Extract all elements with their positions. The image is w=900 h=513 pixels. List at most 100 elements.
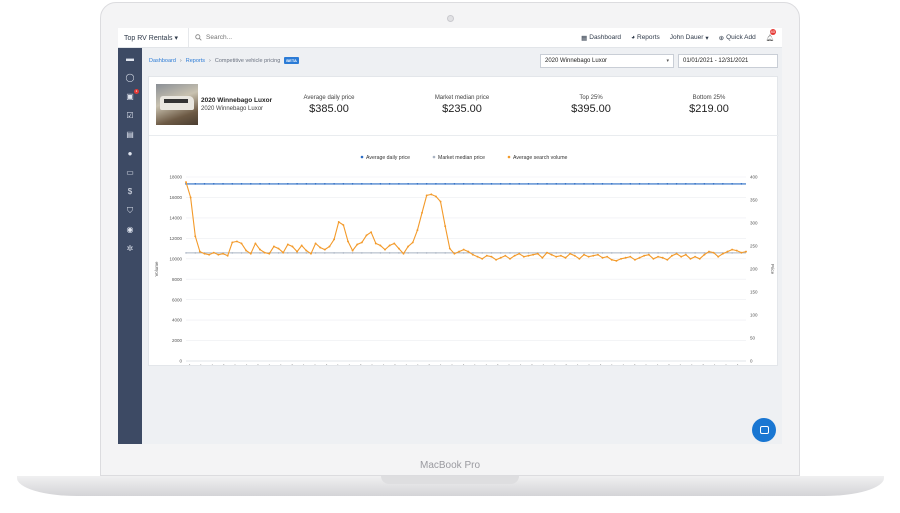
median-price-point xyxy=(296,252,298,254)
search-volume-point xyxy=(504,254,507,257)
search-volume-point xyxy=(596,253,599,256)
sidebar: ▬ ◯ ▣ 1 ☑ ▤ ● ▭ $ ⛉ ◉ ✲ xyxy=(118,48,142,444)
laptop-notch xyxy=(381,476,519,484)
median-price-point xyxy=(342,252,345,254)
bus-icon[interactable]: ▬ xyxy=(126,54,134,63)
series-line-average-search-volume xyxy=(185,181,747,262)
x-tick-label: 04/11/2021 xyxy=(407,362,422,365)
stat-value: $395.00 xyxy=(571,103,611,115)
pricing-line-chart: Average daily price Market median price Av… xyxy=(154,155,775,365)
search-volume-point xyxy=(703,253,706,256)
breadcrumb-separator: › xyxy=(209,57,211,64)
median-price-point xyxy=(610,252,613,254)
average-price-point xyxy=(194,183,197,185)
inbox-icon[interactable]: ▣ 1 xyxy=(126,89,139,101)
median-price-point xyxy=(555,252,558,254)
user-icon[interactable]: ● xyxy=(127,149,133,158)
average-price-point xyxy=(259,183,261,185)
x-tick-label: 06/25/2021 xyxy=(578,362,593,365)
dashboard-link[interactable]: ▦ Dashboard xyxy=(581,34,621,42)
average-price-point xyxy=(675,183,678,185)
average-price-point xyxy=(536,183,539,185)
x-tick-label: 05/11/2021 xyxy=(476,362,491,365)
vehicle-icon[interactable]: ▭ xyxy=(126,168,134,177)
y-tick-label: 12000 xyxy=(169,236,182,241)
chat-launcher-button[interactable] xyxy=(752,418,776,442)
inbox-badge: 1 xyxy=(134,89,139,94)
card-divider xyxy=(149,135,779,136)
breadcrumb-dashboard[interactable]: Dashboard xyxy=(149,57,176,64)
x-tick-label: 06/20/2021 xyxy=(567,362,582,365)
search-volume-point xyxy=(666,258,669,261)
date-range-picker[interactable]: 01/01/2021 - 12/31/2021 xyxy=(678,54,778,68)
quick-add-button[interactable]: ⊕ Quick Add xyxy=(719,34,756,42)
search-volume-point xyxy=(735,249,738,252)
notifications-button[interactable]: 🔔︎ 40 xyxy=(766,28,776,42)
dollar-icon[interactable]: $ xyxy=(127,187,133,196)
median-price-point xyxy=(583,252,585,254)
stat-top-25: Top 25% $395.00 xyxy=(541,95,641,115)
search-volume-point xyxy=(490,255,493,258)
shield-icon[interactable]: ⛉ xyxy=(127,205,133,215)
search-volume-point xyxy=(347,240,349,243)
search-volume-point xyxy=(217,253,220,256)
average-price-point xyxy=(333,183,335,185)
search-volume-point xyxy=(694,255,697,258)
average-price-point xyxy=(249,183,252,185)
x-tick-label: 08/29/2021 xyxy=(727,362,742,365)
y2-tick-label: 100 xyxy=(750,313,758,318)
chat-icon[interactable]: ◯ xyxy=(125,73,135,82)
breadcrumb-reports[interactable]: Reports xyxy=(185,57,206,64)
legend-label: Average search volume xyxy=(513,155,568,161)
vehicle-name: 2020 Winnebago Luxor xyxy=(201,97,273,104)
search-volume-point xyxy=(712,251,715,254)
x-tick-label: 07/25/2021 xyxy=(647,362,662,365)
settings-icon[interactable]: ✲ xyxy=(126,244,134,253)
search-volume-point xyxy=(731,248,734,251)
x-tick-label: 02/15/2021 xyxy=(281,362,296,365)
search-volume-point xyxy=(629,255,632,258)
user-menu[interactable]: John Dauer ▾ xyxy=(670,34,709,42)
notification-badge: 40 xyxy=(769,28,776,35)
search-volume-point xyxy=(726,250,729,253)
average-price-point xyxy=(731,183,734,185)
average-price-point xyxy=(499,183,502,185)
reports-link[interactable]: ◕ Reports xyxy=(631,34,660,41)
median-price-point xyxy=(685,252,687,254)
x-tick-label: 03/22/2021 xyxy=(361,362,376,365)
checklist-icon[interactable]: ☑ xyxy=(126,111,134,120)
median-price-point xyxy=(629,252,632,254)
x-tick-label: 08/24/2021 xyxy=(715,362,730,365)
chevron-down-icon: ▾ xyxy=(666,58,669,64)
median-price-point xyxy=(481,252,483,254)
average-price-point xyxy=(462,183,465,185)
median-price-point xyxy=(435,252,437,254)
x-tick-label: 08/09/2021 xyxy=(681,362,696,365)
rv-window xyxy=(164,99,188,103)
median-price-point xyxy=(379,252,382,254)
location-icon[interactable]: ◉ xyxy=(126,225,134,234)
x-tick-label: 06/15/2021 xyxy=(555,362,570,365)
average-price-point xyxy=(388,183,391,185)
y-tick-label: 2000 xyxy=(172,338,183,343)
median-price-point xyxy=(398,252,400,254)
vehicle-select[interactable]: 2020 Winnebago Luxor ▾ xyxy=(540,54,674,68)
search-volume-point xyxy=(592,254,595,257)
search-input[interactable] xyxy=(206,34,356,41)
average-price-point xyxy=(472,183,474,185)
median-price-point xyxy=(416,252,419,254)
x-tick-label: 07/30/2021 xyxy=(658,362,673,365)
app-screen: Top RV Rentals ▾ ▦ Dashboard ◕ Reports J… xyxy=(118,28,782,444)
search-volume-point xyxy=(208,253,211,256)
average-price-point xyxy=(268,183,271,185)
legend-label: Market median price xyxy=(438,155,485,161)
average-price-point xyxy=(360,183,363,185)
average-price-point xyxy=(666,183,669,185)
average-price-point xyxy=(509,183,511,185)
calendar-icon[interactable]: ▤ xyxy=(126,130,134,139)
search-volume-point xyxy=(652,257,655,260)
average-price-point xyxy=(721,183,724,185)
company-switcher[interactable]: Top RV Rentals ▾ xyxy=(118,34,188,42)
average-price-point xyxy=(203,183,206,185)
search-volume-point xyxy=(564,256,567,259)
